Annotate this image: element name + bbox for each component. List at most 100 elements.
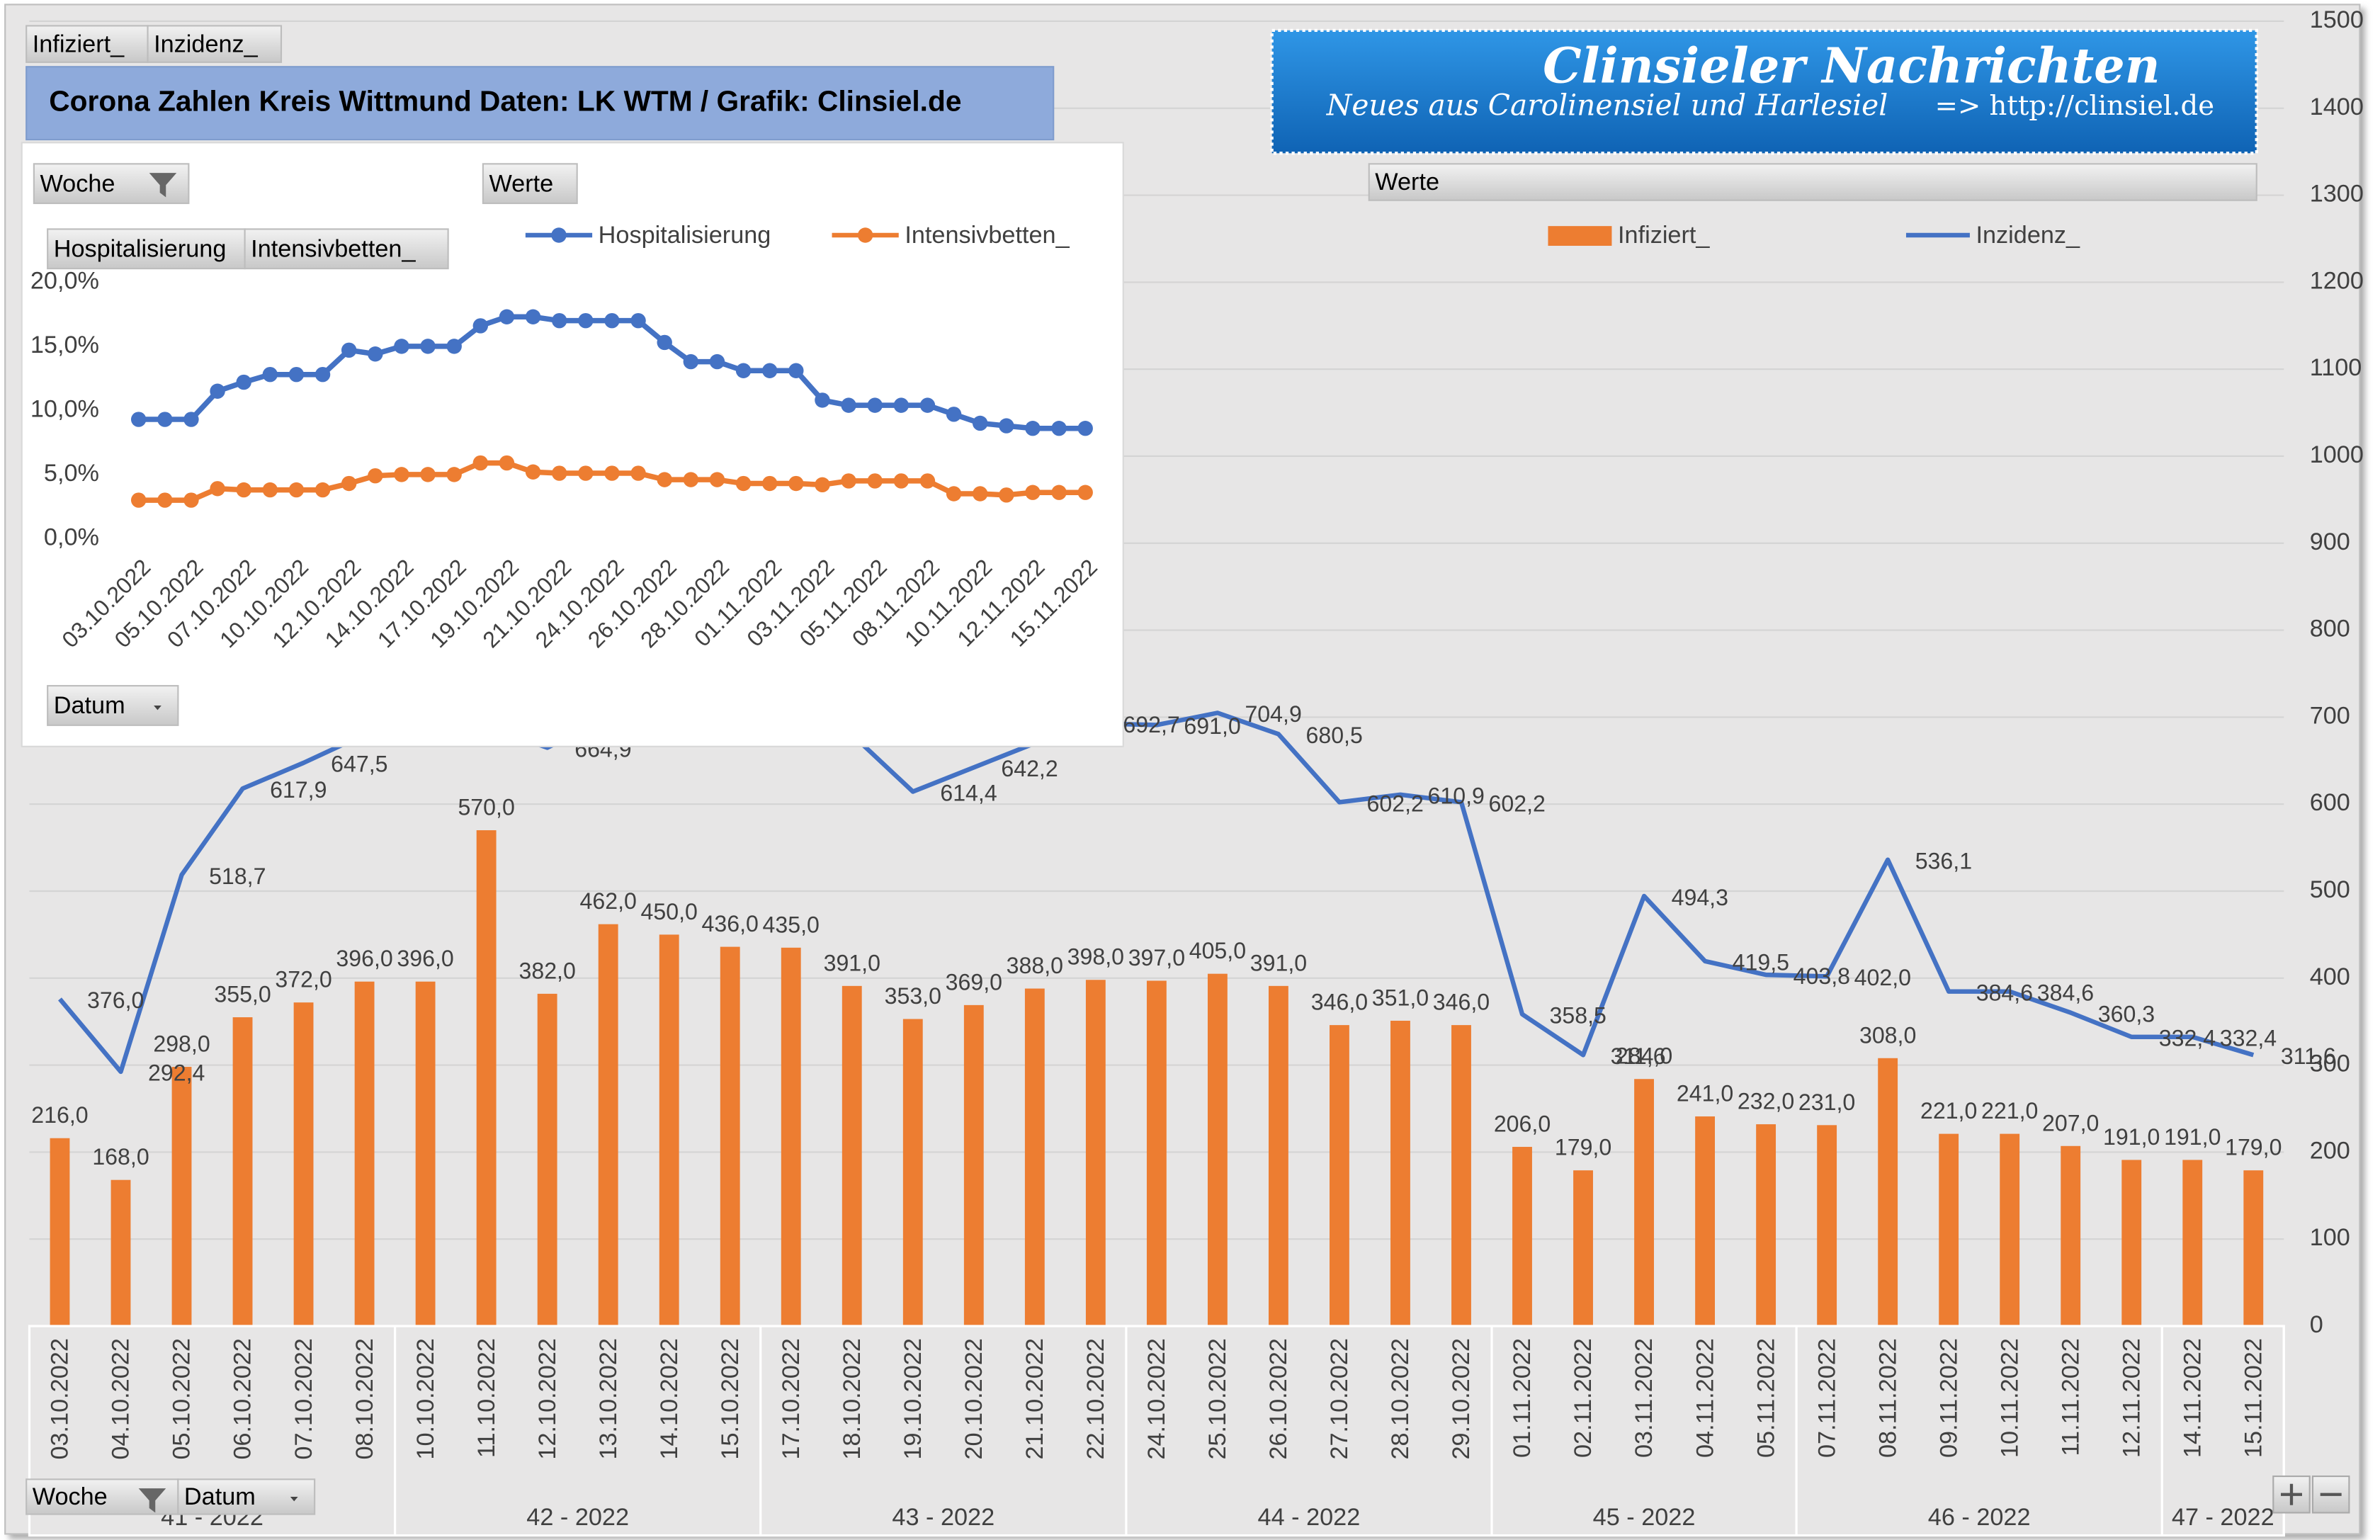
- bar-value-label: 179,0: [1555, 1135, 1611, 1160]
- x-tick-label: 14.10.2022: [656, 1338, 683, 1459]
- legend-label: Inzidenz_: [1976, 222, 2080, 249]
- x-tick-label: 05.10.2022: [169, 1338, 196, 1459]
- x-tick-label: 19.10.2022: [900, 1338, 926, 1459]
- bar: [171, 1067, 192, 1326]
- bar: [1878, 1058, 1898, 1326]
- y-tick-label: 10,0%: [30, 395, 99, 422]
- field-button-label: Werte: [489, 170, 553, 197]
- bar: [963, 1004, 984, 1326]
- line-value-label: 610,9: [1428, 783, 1485, 809]
- x-tick-label: 26.10.2022: [1265, 1338, 1292, 1459]
- field-button[interactable]: [26, 25, 149, 63]
- x-tick-label: 22.10.2022: [1082, 1338, 1109, 1459]
- x-tick-label: 15.11.2022: [2240, 1338, 2267, 1458]
- x-tick-label: 06.10.2022: [230, 1338, 256, 1459]
- legend-label: Intensivbetten_: [905, 222, 1070, 249]
- bar: [1573, 1170, 1593, 1326]
- bar-value-label: 346,0: [1433, 990, 1490, 1015]
- y-tick-label: 0: [2310, 1311, 2323, 1338]
- y-tick-label: 300: [2310, 1051, 2350, 1077]
- x-group-label: 44 - 2022: [1258, 1504, 1361, 1531]
- bar-value-label: 398,0: [1067, 944, 1124, 970]
- field-button[interactable]: [147, 25, 283, 63]
- line-marker: [288, 482, 305, 498]
- banner-url: => http://clinsiel.de: [1935, 90, 2214, 122]
- bar-value-label: 206,0: [1494, 1111, 1551, 1137]
- x-tick-label: 03.11.2022: [1631, 1338, 1658, 1458]
- field-button[interactable]: [482, 163, 578, 205]
- bar: [415, 981, 436, 1326]
- x-tick-label: 12.10.2022: [534, 1338, 561, 1459]
- header: Corona Zahlen Kreis Wittmund Daten: LK W…: [26, 28, 2350, 1515]
- x-tick-label: 04.11.2022: [1692, 1338, 1718, 1458]
- bar-value-label: 391,0: [1250, 950, 1307, 975]
- y-tick-label: 1400: [2310, 94, 2364, 120]
- x-tick-label: 21.10.2022: [1021, 1338, 1048, 1459]
- x-tick-label: 11.10.2022: [473, 1338, 500, 1458]
- line-marker: [919, 397, 936, 413]
- bar-value-label: 450,0: [641, 899, 698, 924]
- line-marker: [709, 353, 725, 370]
- line-marker: [130, 492, 147, 508]
- line-marker: [1025, 421, 1041, 436]
- line-marker: [420, 339, 436, 354]
- y-tick-label: 200: [2310, 1137, 2350, 1164]
- bar-value-label: 284,0: [1616, 1043, 1672, 1069]
- x-tick-label: 14.11.2022: [2179, 1338, 2206, 1458]
- x-group-label: 47 - 2022: [2172, 1504, 2274, 1531]
- line-marker: [709, 472, 725, 487]
- bar: [232, 1017, 253, 1326]
- x-tick-label: 18.10.2022: [839, 1338, 866, 1459]
- field-button[interactable]: [177, 1478, 316, 1515]
- bar-value-label: 388,0: [1007, 953, 1063, 978]
- line-marker: [1077, 421, 1093, 436]
- bar: [781, 947, 801, 1326]
- field-button[interactable]: [244, 228, 449, 270]
- x-tick-label: 09.11.2022: [1935, 1338, 1962, 1458]
- bar-value-label: 405,0: [1189, 938, 1246, 963]
- field-button[interactable]: [1368, 163, 2257, 201]
- x-tick-label: 11.11.2022: [2057, 1338, 2084, 1456]
- bar: [1451, 1025, 1471, 1326]
- line-marker: [919, 473, 936, 489]
- line-marker: [236, 374, 251, 390]
- y-tick-label: 700: [2310, 702, 2350, 729]
- banner: [1270, 28, 2258, 155]
- bar: [1817, 1125, 1837, 1326]
- x-tick-label: 25.10.2022: [1204, 1338, 1231, 1459]
- line-value-label: 311,6: [2281, 1043, 2336, 1069]
- line-value-label: 647,5: [331, 752, 387, 777]
- bar-value-label: 207,0: [2042, 1110, 2099, 1136]
- line-marker: [210, 383, 225, 399]
- bar: [842, 985, 862, 1326]
- field-button-label: Hospitalisierung: [54, 235, 227, 262]
- line-marker: [314, 482, 331, 498]
- bar-value-label: 231,0: [1798, 1089, 1855, 1115]
- bar: [1207, 973, 1228, 1326]
- bar-value-label: 168,0: [92, 1144, 149, 1170]
- line-value-label: 384,6: [1976, 980, 2033, 1005]
- bar-value-label: 372,0: [275, 967, 332, 992]
- x-tick-label: 13.10.2022: [595, 1338, 622, 1459]
- line-value-label: 691,0: [1184, 713, 1240, 739]
- line-value-label: 614,4: [940, 780, 997, 805]
- x-tick-label: 24.10.2022: [1143, 1338, 1170, 1459]
- dropdown-icon: [290, 1496, 298, 1502]
- line-marker: [183, 412, 199, 427]
- category-axis-box: [28, 1325, 2285, 1537]
- field-button[interactable]: [47, 228, 246, 270]
- line-marker: [841, 473, 856, 489]
- bar: [1634, 1079, 1654, 1326]
- bar-value-label: 221,0: [1920, 1098, 1977, 1123]
- legend-swatch: [1548, 226, 1612, 246]
- filter-icon: [138, 1488, 166, 1513]
- line-marker: [551, 465, 567, 481]
- line-marker: [183, 492, 199, 508]
- x-tick-label: 04.10.2022: [108, 1338, 135, 1459]
- line-marker: [999, 487, 1014, 503]
- line-marker: [157, 412, 173, 427]
- bar: [1024, 988, 1045, 1326]
- x-tick-label: 08.11.2022: [1874, 1338, 1901, 1458]
- line-marker: [657, 334, 672, 351]
